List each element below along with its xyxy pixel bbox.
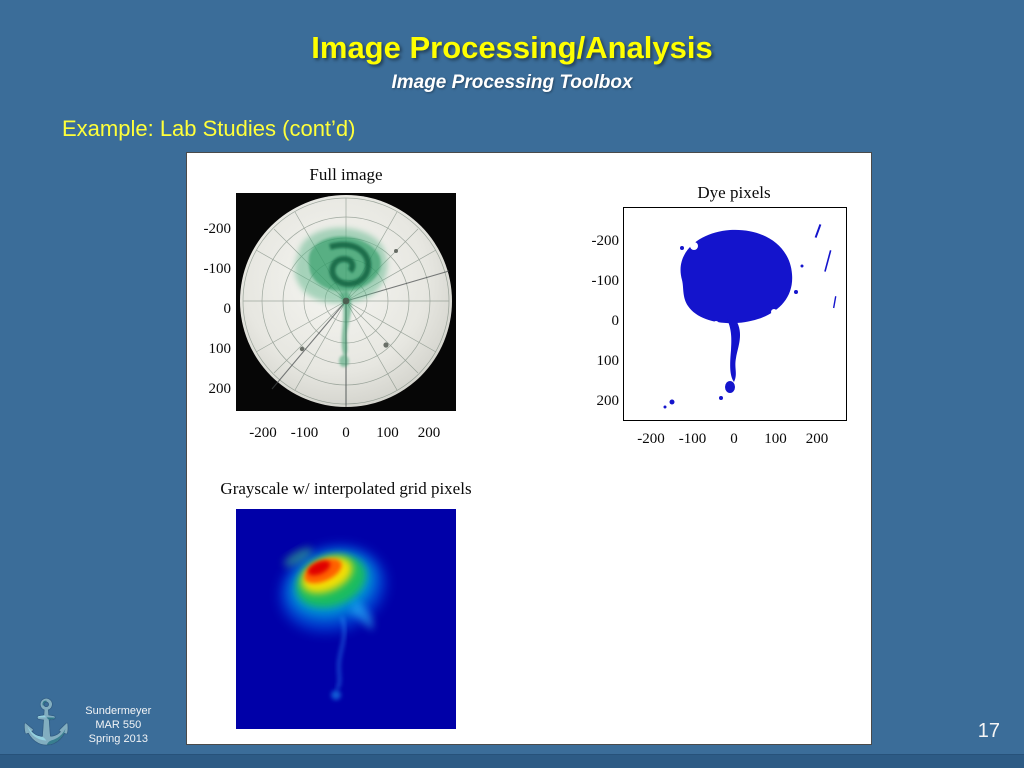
tick-label: 200 [208,381,232,397]
tick-label: 100 [596,353,620,369]
footer-author: Sundermeyer [85,705,152,717]
tick-label: 200 [805,431,829,447]
footer-bar [0,754,1024,768]
footer-credit: ⚓ Sundermeyer MAR 550 Spring 2013 [20,698,158,746]
tick-label: 0 [342,425,350,441]
page-number: 17 [977,720,1000,742]
slide-subtitle: Image Processing Toolbox [391,72,633,93]
tick-label: 100 [764,431,787,447]
content-panel: Full image -200 -100 0 100 200 [186,152,872,745]
anchor-icon: ⚓ [20,698,73,745]
full-image-photo [236,193,456,411]
footer-course: MAR 550 [95,719,142,731]
figure2-x-axis-ticks: -200 -100 0 100 200 [631,431,837,448]
figure1-x-axis-ticks: -200 -100 0 100 200 [243,425,449,442]
tick-label: 0 [223,301,232,317]
tank-marks [299,249,398,352]
green-dye-patch [294,227,388,367]
figure2-y-axis-ticks: -200 -100 0 100 200 [577,233,620,409]
tick-label: 0 [611,313,620,329]
figure1-y-axis-ticks: -200 -100 0 100 200 [189,221,232,397]
footer-term: Spring 2013 [88,733,148,745]
tick-label: -200 [637,431,665,447]
tick-label: -100 [290,425,319,441]
dye-mask-blob [663,224,837,409]
figure2-title: Dye pixels [697,183,771,202]
figure2-dye-pixels-plot [623,207,847,421]
tick-label: 0 [730,431,738,447]
tick-label: 200 [596,393,620,409]
figure1-full-image-plot [236,193,456,411]
heatmap-image [236,509,456,729]
mask-holes [690,242,777,327]
tick-label: 100 [208,341,232,357]
tick-label: -200 [591,233,620,249]
dye-mask-image [624,208,846,420]
tick-label: -200 [249,425,277,441]
footer-credit-text: Sundermeyer MAR 550 Spring 2013 [78,704,158,746]
figure1-title: Full image [309,165,383,184]
figure3-heatmap-plot [236,509,456,729]
tick-label: -200 [203,221,232,237]
tick-label: -100 [591,273,620,289]
tick-label: -100 [203,261,232,277]
tick-label: 200 [417,425,441,441]
figure3-title: Grayscale w/ interpolated grid pixels [220,479,472,498]
tick-label: -100 [678,431,707,447]
tick-label: 100 [376,425,399,441]
heat-blob [280,545,386,700]
section-heading: Example: Lab Studies (cont’d) [62,116,356,141]
slide-title: Image Processing/Analysis [311,30,713,65]
